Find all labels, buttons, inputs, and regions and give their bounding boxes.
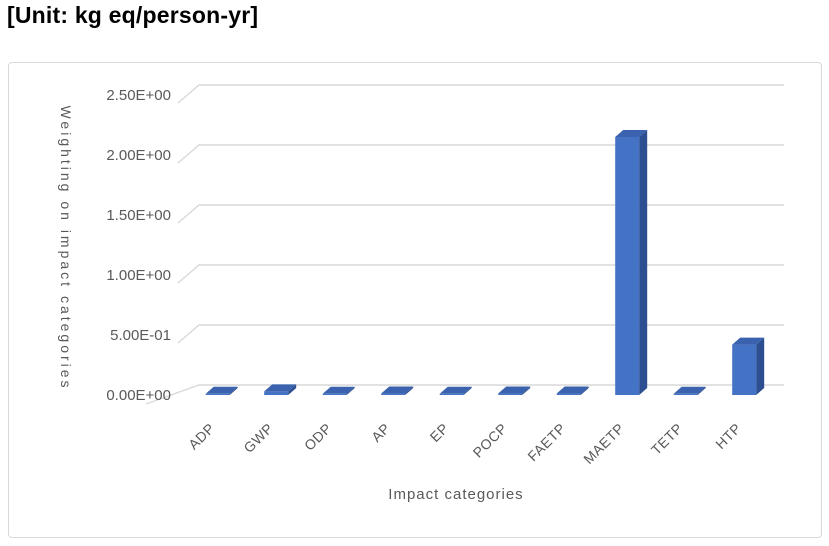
bar-side-face [229,386,238,395]
bar-top-face [498,386,531,394]
bar-front-face [673,393,698,395]
y-tick-label: 1.00E+00 [106,267,171,284]
y-axis-tick-labels: 0.00E+00 5.00E-01 1.00E+00 1.50E+00 2.00E+00… [106,87,171,404]
gridlines [145,84,784,405]
x-tick-label: MAETP [580,420,627,467]
bar-front-face [498,393,523,395]
bar-side-face [346,386,355,395]
unit-title: [Unit: kg eq/person-yr] [7,2,259,28]
bar-front-face [381,393,406,395]
y-tick-label: 5.00E-01 [110,327,171,344]
x-tick-label: EP [427,420,452,445]
bar-side-face [288,384,297,395]
x-tick-label: ADP [185,420,218,453]
bar-front-face [264,391,289,395]
bar-top-face [381,386,414,394]
bar-ep [439,386,472,395]
bar-maetp [615,130,648,395]
gridline [177,144,784,164]
bars [205,130,765,395]
bar-front-face [322,393,347,395]
y-tick-label: 1.50E+00 [106,207,171,224]
y-tick-label: 0.00E+00 [106,387,171,404]
gridline [145,384,784,405]
bar-top-face [205,386,238,394]
bar-side-face [522,386,531,395]
bar-top-face [732,337,765,345]
bar-ap [381,386,414,395]
y-axis-title: Weighting on impact categories [58,105,74,390]
x-tick-label: ODP [301,420,335,454]
x-tick-label: GWP [240,420,276,456]
bar-front-face [556,393,581,395]
x-axis-category-labels: ADP GWP ODP AP EP POCP FAETP MAETP TETP HTP [185,420,744,467]
bar-htp [732,337,765,395]
bar-front-face [615,137,640,395]
bar-tetp [673,386,706,395]
y-tick-label: 2.50E+00 [106,87,171,104]
bar-top-face [322,386,355,394]
bar-side-face [639,130,648,395]
gridline [177,84,784,104]
bar-pocp [498,386,531,395]
bar-front-face [205,393,230,395]
bar-odp [322,386,355,395]
bar-side-face [463,386,472,395]
x-tick-label: TETP [648,420,686,458]
gridline [177,204,784,224]
x-axis-title: Impact categories [388,486,523,503]
bar-top-face [673,386,706,394]
chart-area: 0.00E+00 5.00E-01 1.00E+00 1.50E+00 2.00E+00… [8,62,822,538]
gridline [177,324,784,344]
bar-chart-plot: 0.00E+00 5.00E-01 1.00E+00 1.50E+00 2.00E+00… [58,84,784,503]
x-tick-label: AP [368,420,393,445]
bar-faetp [556,386,589,395]
x-tick-label: HTP [712,420,744,452]
bar-adp [205,386,238,395]
x-tick-label: FAETP [524,420,568,464]
bar-front-face [439,393,464,395]
bar-top-face [615,130,648,137]
bar-side-face [756,337,765,395]
bar-front-face [732,344,757,395]
bar-top-face [556,386,589,394]
gridline [177,264,784,284]
x-tick-label: POCP [470,420,511,461]
y-tick-label: 2.00E+00 [106,147,171,164]
bar-gwp [264,384,297,395]
bar-side-face [580,386,589,395]
bar-top-face [439,386,472,394]
bar-side-face [697,386,706,395]
bar-top-face [264,384,297,392]
bar-side-face [405,386,414,395]
